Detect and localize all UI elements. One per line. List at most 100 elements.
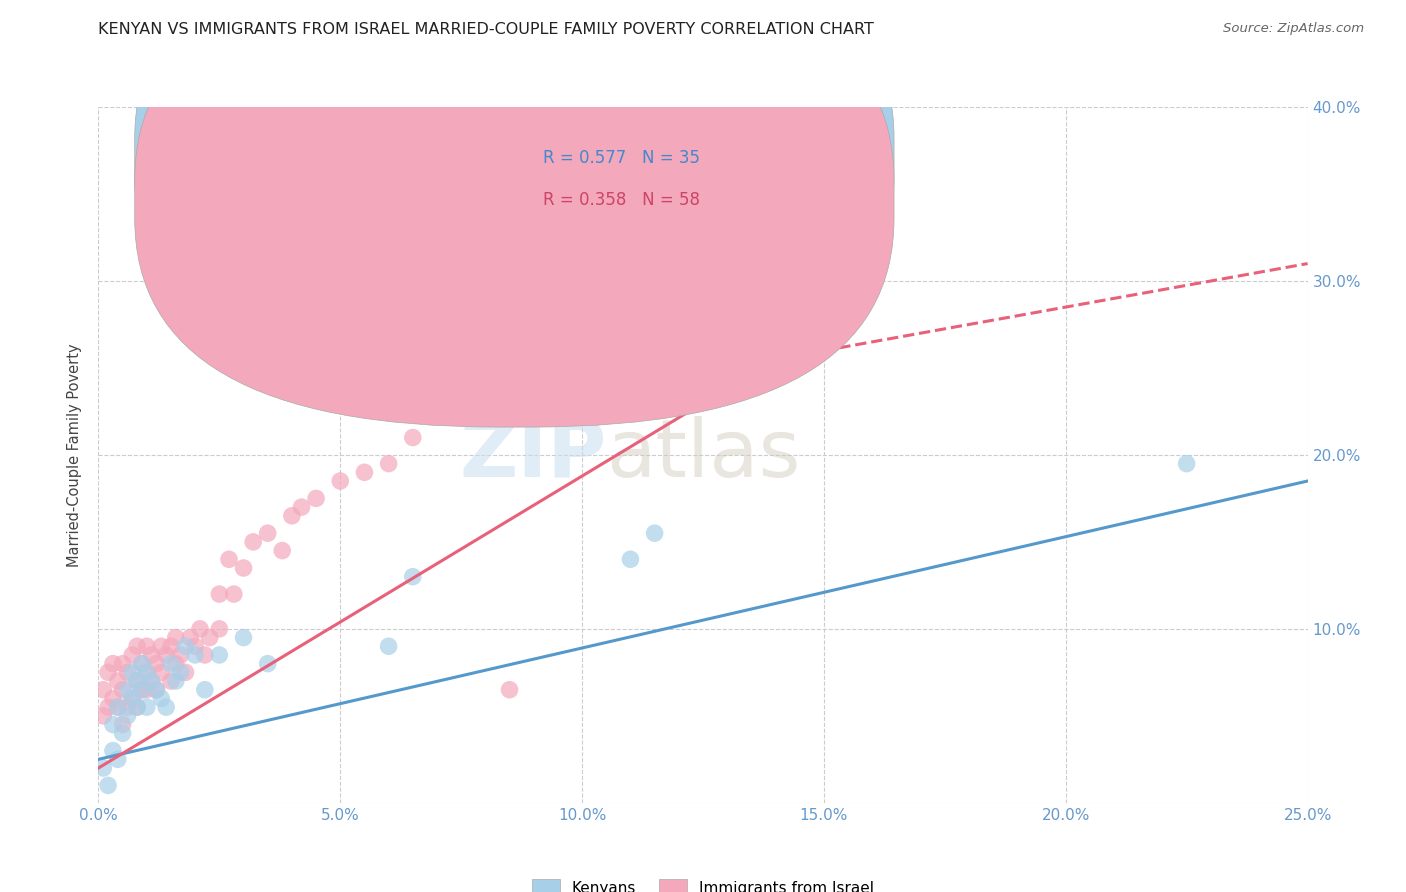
Point [208, 622, 231, 636]
Point [1175, 457, 1198, 471]
Point [127, 674, 149, 689]
Point [117, 708, 139, 723]
Point [160, 639, 183, 653]
Point [97, 700, 120, 714]
Point [91, 761, 114, 775]
Point [117, 682, 139, 697]
Point [290, 500, 312, 514]
Point [127, 674, 149, 689]
Text: ZIP: ZIP [458, 416, 606, 494]
FancyBboxPatch shape [492, 131, 855, 222]
Point [305, 491, 328, 506]
Point [329, 474, 352, 488]
Text: R = 0.577   N = 35: R = 0.577 N = 35 [543, 149, 700, 167]
Point [111, 726, 134, 740]
Point [198, 631, 221, 645]
Point [131, 657, 153, 671]
Point [165, 674, 187, 689]
Point [117, 665, 139, 680]
FancyBboxPatch shape [135, 0, 894, 427]
Point [91, 682, 114, 697]
FancyBboxPatch shape [135, 0, 894, 385]
Point [135, 665, 157, 680]
Point [145, 682, 167, 697]
Point [184, 639, 207, 653]
Point [145, 682, 167, 697]
Point [121, 648, 143, 662]
Point [377, 639, 399, 653]
Point [155, 700, 177, 714]
Point [218, 552, 240, 566]
Point [97, 778, 120, 792]
Point [135, 682, 157, 697]
Point [107, 674, 129, 689]
Point [107, 752, 129, 766]
Point [101, 744, 124, 758]
Text: KENYAN VS IMMIGRANTS FROM ISRAEL MARRIED-COUPLE FAMILY POVERTY CORRELATION CHART: KENYAN VS IMMIGRANTS FROM ISRAEL MARRIED… [98, 22, 875, 37]
Point [127, 639, 149, 653]
Point [121, 691, 143, 706]
Point [141, 674, 163, 689]
Point [121, 691, 143, 706]
Point [179, 631, 201, 645]
Point [160, 674, 183, 689]
Point [131, 682, 153, 697]
Point [131, 682, 153, 697]
Point [498, 682, 520, 697]
Point [135, 665, 157, 680]
Point [232, 561, 254, 575]
Point [107, 700, 129, 714]
Point [271, 543, 294, 558]
Point [111, 717, 134, 731]
Point [232, 631, 254, 645]
Point [150, 639, 173, 653]
Point [135, 700, 157, 714]
Point [101, 717, 124, 731]
Point [145, 657, 167, 671]
Point [165, 657, 187, 671]
Point [222, 587, 245, 601]
Point [150, 691, 173, 706]
Point [101, 691, 124, 706]
Point [169, 665, 191, 680]
Point [97, 665, 120, 680]
Point [256, 657, 278, 671]
Point [107, 700, 129, 714]
Text: R = 0.358   N = 58: R = 0.358 N = 58 [543, 191, 700, 209]
Legend: Kenyans, Immigrants from Israel: Kenyans, Immigrants from Israel [526, 873, 880, 892]
Point [111, 682, 134, 697]
Point [377, 457, 399, 471]
Point [141, 648, 163, 662]
Point [141, 674, 163, 689]
Point [194, 682, 217, 697]
Point [155, 648, 177, 662]
Point [127, 700, 149, 714]
Point [101, 657, 124, 671]
Point [127, 700, 149, 714]
Y-axis label: Married-Couple Family Poverty: Married-Couple Family Poverty [67, 343, 83, 566]
Point [131, 657, 153, 671]
Point [184, 648, 207, 662]
Point [174, 665, 197, 680]
Point [619, 552, 641, 566]
Point [150, 665, 173, 680]
Point [121, 665, 143, 680]
Point [91, 708, 114, 723]
Point [402, 570, 425, 584]
Text: Source: ZipAtlas.com: Source: ZipAtlas.com [1223, 22, 1364, 36]
Text: atlas: atlas [606, 416, 800, 494]
Point [174, 639, 197, 653]
Point [111, 657, 134, 671]
Point [135, 639, 157, 653]
Point [194, 648, 217, 662]
Point [208, 587, 231, 601]
Point [860, 135, 883, 149]
Point [188, 622, 211, 636]
Point [256, 526, 278, 541]
Point [402, 431, 425, 445]
Point [644, 526, 666, 541]
Point [281, 508, 304, 523]
Point [353, 466, 375, 480]
Point [165, 631, 187, 645]
Point [242, 534, 264, 549]
